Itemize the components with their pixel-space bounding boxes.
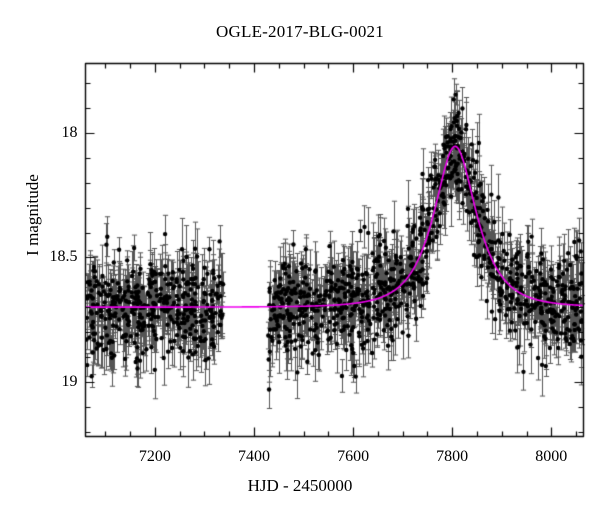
x-tick-label: 7200 (138, 447, 171, 465)
x-tick-label: 7600 (337, 447, 370, 465)
y-tick-label: 18.5 (49, 248, 78, 266)
x-tick-label: 8000 (535, 447, 568, 465)
y-tick-label: 19 (61, 372, 78, 390)
x-tick-label: 7800 (436, 447, 469, 465)
y-tick-label: 18 (61, 124, 78, 142)
x-tick-label: 7400 (237, 447, 270, 465)
